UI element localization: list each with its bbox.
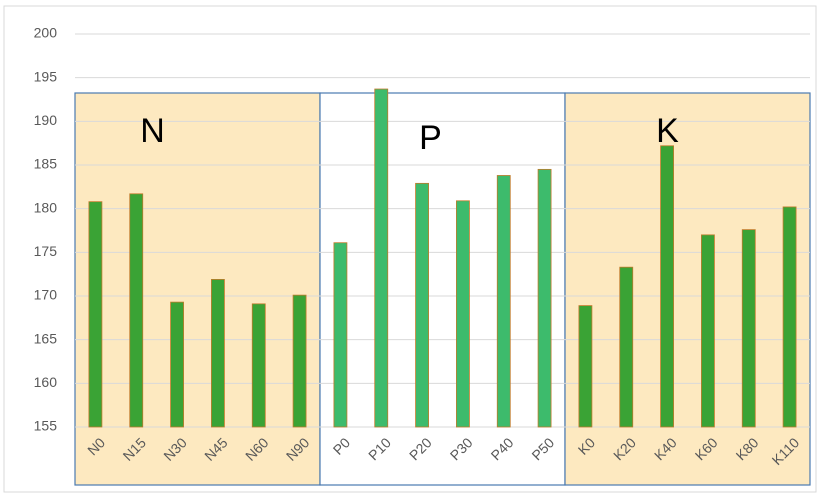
group-label: K <box>656 112 679 150</box>
y-tick-label: 175 <box>34 243 58 259</box>
bar <box>741 229 756 428</box>
y-tick-label: 190 <box>34 112 58 128</box>
bar <box>251 303 266 428</box>
bar <box>537 168 552 428</box>
bar <box>701 234 715 428</box>
y-tick-label: 185 <box>34 156 58 172</box>
y-tick-label: 165 <box>34 330 58 346</box>
y-tick-label: 200 <box>34 25 58 41</box>
bar <box>456 200 470 428</box>
y-tick-label: 170 <box>34 287 58 303</box>
bar <box>129 193 144 428</box>
bar <box>619 266 634 428</box>
y-tick-label: 155 <box>34 418 58 434</box>
bar <box>170 301 184 428</box>
y-tick-label: 195 <box>34 68 58 84</box>
y-tick-label: 160 <box>34 374 58 390</box>
bar <box>333 242 348 428</box>
bar <box>578 305 593 428</box>
bar <box>782 206 797 428</box>
bar <box>660 145 674 428</box>
group-label: P <box>419 119 442 157</box>
bar <box>415 182 429 428</box>
group-label: N <box>140 112 165 150</box>
bar <box>211 279 225 428</box>
bar <box>292 294 307 428</box>
group-panel <box>319 92 566 486</box>
group-panel <box>74 92 321 486</box>
bar <box>88 201 103 428</box>
bar <box>374 88 389 428</box>
group-panel <box>564 92 811 486</box>
bar <box>496 175 511 428</box>
y-tick-label: 180 <box>34 199 58 215</box>
